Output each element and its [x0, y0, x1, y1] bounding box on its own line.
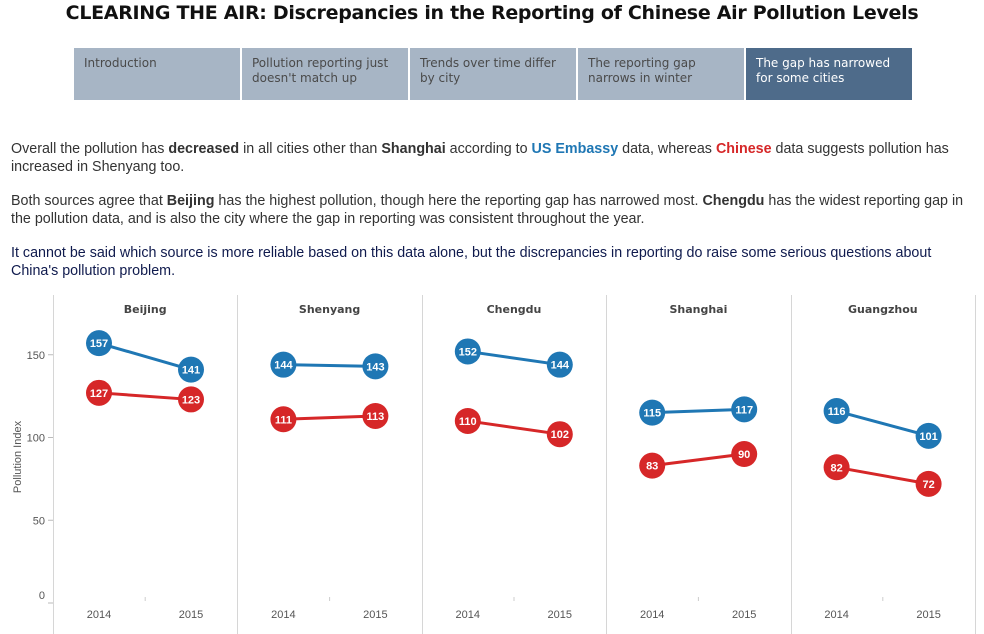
x-tick-label: 2015 [548, 609, 572, 621]
data-point-chinese [270, 406, 297, 433]
text: data, whereas [618, 141, 716, 157]
x-tick-label: 2014 [640, 609, 664, 621]
tab-reporting-gap-winter[interactable]: The reporting gap narrows in winter [578, 48, 744, 100]
data-point-chinese [362, 402, 389, 429]
data-point-chinese [915, 470, 942, 497]
panel-title-beijing: Beijing [124, 303, 167, 316]
data-label: 144 [274, 360, 293, 372]
emphasis-chengdu: Chengdu [702, 193, 765, 209]
page-title: CLEARING THE AIR: Discrepancies in the R… [65, 2, 919, 24]
text: according to [445, 141, 532, 157]
story-text: Overall the pollution has decreased in a… [11, 140, 971, 296]
legend-chinese: Chinese [715, 141, 772, 157]
series-line-us-embassy [836, 409, 929, 438]
data-point-us-embassy [270, 351, 297, 378]
data-point-us-embassy [823, 398, 850, 425]
series-line-us-embassy [652, 407, 745, 415]
tab-pollution-reporting[interactable]: Pollution reporting just doesn't match u… [242, 48, 408, 100]
emphasis-beijing: Beijing [166, 193, 215, 209]
paragraph-2: Both sources agree that Beijing has the … [11, 192, 971, 228]
data-label: 144 [551, 360, 570, 372]
panel-title-shenyang: Shenyang [299, 303, 360, 316]
data-label: 90 [738, 449, 750, 461]
data-label: 141 [182, 365, 200, 377]
panel-title-chengdu: Chengdu [487, 303, 542, 316]
series-line-us-embassy [467, 349, 561, 367]
data-label: 82 [830, 462, 842, 474]
series-line-chinese [652, 452, 745, 468]
series-line-chinese [467, 419, 561, 436]
x-tick-label: 2015 [916, 609, 940, 621]
tab-gap-narrowed[interactable]: The gap has narrowed for some cities [746, 48, 912, 100]
legend-us-embassy: US Embassy [531, 141, 619, 157]
data-label: 110 [459, 416, 477, 428]
data-point-us-embassy [454, 338, 481, 365]
emphasis-decreased: decreased [168, 141, 240, 157]
slope-chart: Pollution Index 0 50 100 150 Beijing 2014 2015 1… [12, 295, 976, 634]
text: in all cities other than [239, 141, 382, 157]
data-label: 116 [828, 406, 846, 418]
y-tick-label: 50 [33, 515, 45, 527]
x-tick-label: 2014 [87, 609, 111, 621]
data-point-chinese [731, 441, 758, 468]
data-point-chinese [546, 421, 573, 448]
data-point-chinese [86, 379, 112, 406]
y-tick-label: 0 [39, 590, 45, 602]
text: Overall the pollution has [11, 141, 169, 157]
data-point-chinese [454, 407, 481, 434]
data-label: 72 [922, 479, 934, 491]
data-label: 113 [367, 411, 385, 423]
data-point-chinese [823, 454, 850, 481]
paragraph-3: It cannot be said which source is more r… [11, 245, 932, 279]
x-tick-label: 2014 [824, 609, 848, 621]
data-label: 123 [182, 394, 200, 406]
data-label: 127 [90, 388, 108, 400]
x-tick-label: 2014 [271, 609, 295, 621]
data-point-chinese [639, 452, 666, 479]
panel-title-shanghai: Shanghai [669, 303, 727, 316]
data-label: 143 [366, 361, 384, 373]
tab-trends-over-time[interactable]: Trends over time differ by city [410, 48, 576, 100]
text: data suggests pollution has increased in… [11, 141, 949, 175]
data-label: 111 [275, 414, 292, 426]
data-label: 102 [551, 429, 569, 441]
x-tick-label: 2014 [456, 609, 480, 621]
text: has the highest pollution, though here t… [214, 193, 703, 209]
data-point-us-embassy [546, 351, 573, 378]
series-line-chinese [283, 414, 376, 421]
panel-title-guangzhou: Guangzhou [848, 303, 918, 316]
data-point-chinese [178, 386, 204, 413]
data-point-us-embassy [178, 356, 204, 383]
x-tick-label: 2015 [179, 609, 203, 621]
text: has the widest reporting gap in the poll… [11, 193, 964, 227]
data-point-us-embassy [731, 396, 758, 423]
data-label: 83 [646, 461, 658, 473]
data-point-us-embassy [362, 353, 389, 380]
data-label: 117 [735, 404, 753, 416]
x-tick-label: 2015 [363, 609, 387, 621]
x-tick-label: 2015 [732, 609, 756, 621]
y-tick-label: 100 [27, 433, 45, 445]
y-axis-label: Pollution Index [12, 420, 24, 493]
tab-introduction[interactable]: Introduction [74, 48, 240, 100]
series-line-chinese [836, 465, 929, 486]
text: Both sources agree that [11, 193, 167, 209]
series-line-us-embassy [98, 341, 192, 372]
data-point-us-embassy [915, 422, 942, 449]
data-label: 101 [919, 431, 937, 443]
data-label: 152 [459, 346, 477, 358]
data-label: 157 [90, 338, 108, 350]
emphasis-shanghai: Shanghai [381, 141, 446, 157]
data-point-us-embassy [86, 330, 112, 357]
y-tick-label: 150 [27, 350, 45, 362]
data-label: 115 [643, 408, 661, 420]
series-line-chinese [98, 391, 192, 401]
story-navigation: Introduction Pollution reporting just do… [74, 48, 912, 100]
paragraph-1: Overall the pollution has decreased in a… [11, 140, 971, 176]
data-point-us-embassy [639, 399, 666, 426]
series-line-us-embassy [283, 363, 376, 368]
